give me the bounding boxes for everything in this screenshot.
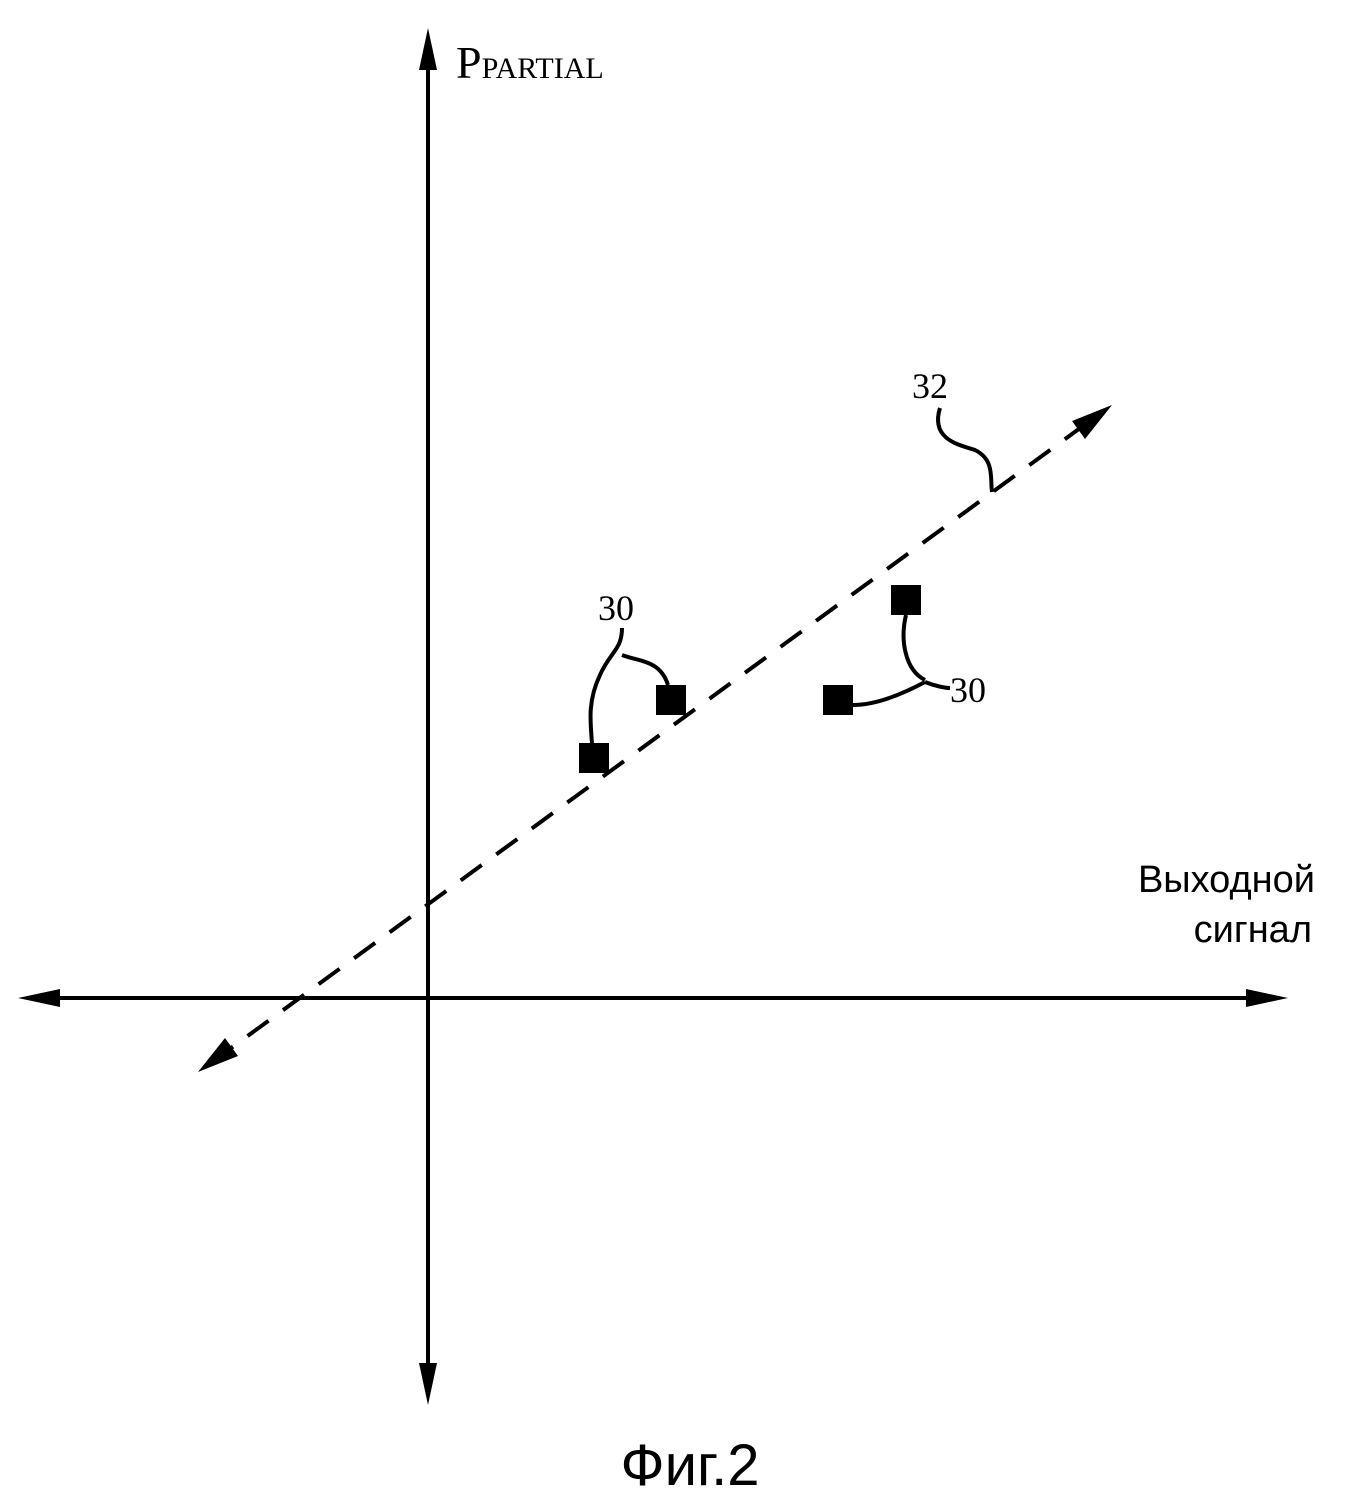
leader (852, 614, 927, 707)
x-axis-label: Выходной (1138, 859, 1315, 901)
point (579, 743, 609, 773)
arrowhead (419, 1363, 437, 1405)
point (823, 685, 853, 715)
arrowhead (18, 989, 60, 1007)
fit-line (210, 413, 1100, 1064)
callout: 32 (912, 366, 948, 406)
callout: 30 (598, 588, 634, 628)
arrowhead (1072, 405, 1112, 439)
leader (621, 653, 670, 686)
caption: Фиг.2 (621, 1433, 760, 1498)
leader (924, 680, 951, 690)
callout: 30 (950, 670, 986, 710)
point (891, 585, 921, 615)
leader (936, 407, 994, 493)
arrowhead (1246, 989, 1288, 1007)
arrowhead (419, 28, 437, 70)
y-axis-label: PPARTIAL (456, 37, 604, 88)
leader (588, 627, 624, 744)
x-axis-label: сигнал (1194, 909, 1312, 951)
arrowhead (198, 1038, 238, 1072)
point (656, 685, 686, 715)
